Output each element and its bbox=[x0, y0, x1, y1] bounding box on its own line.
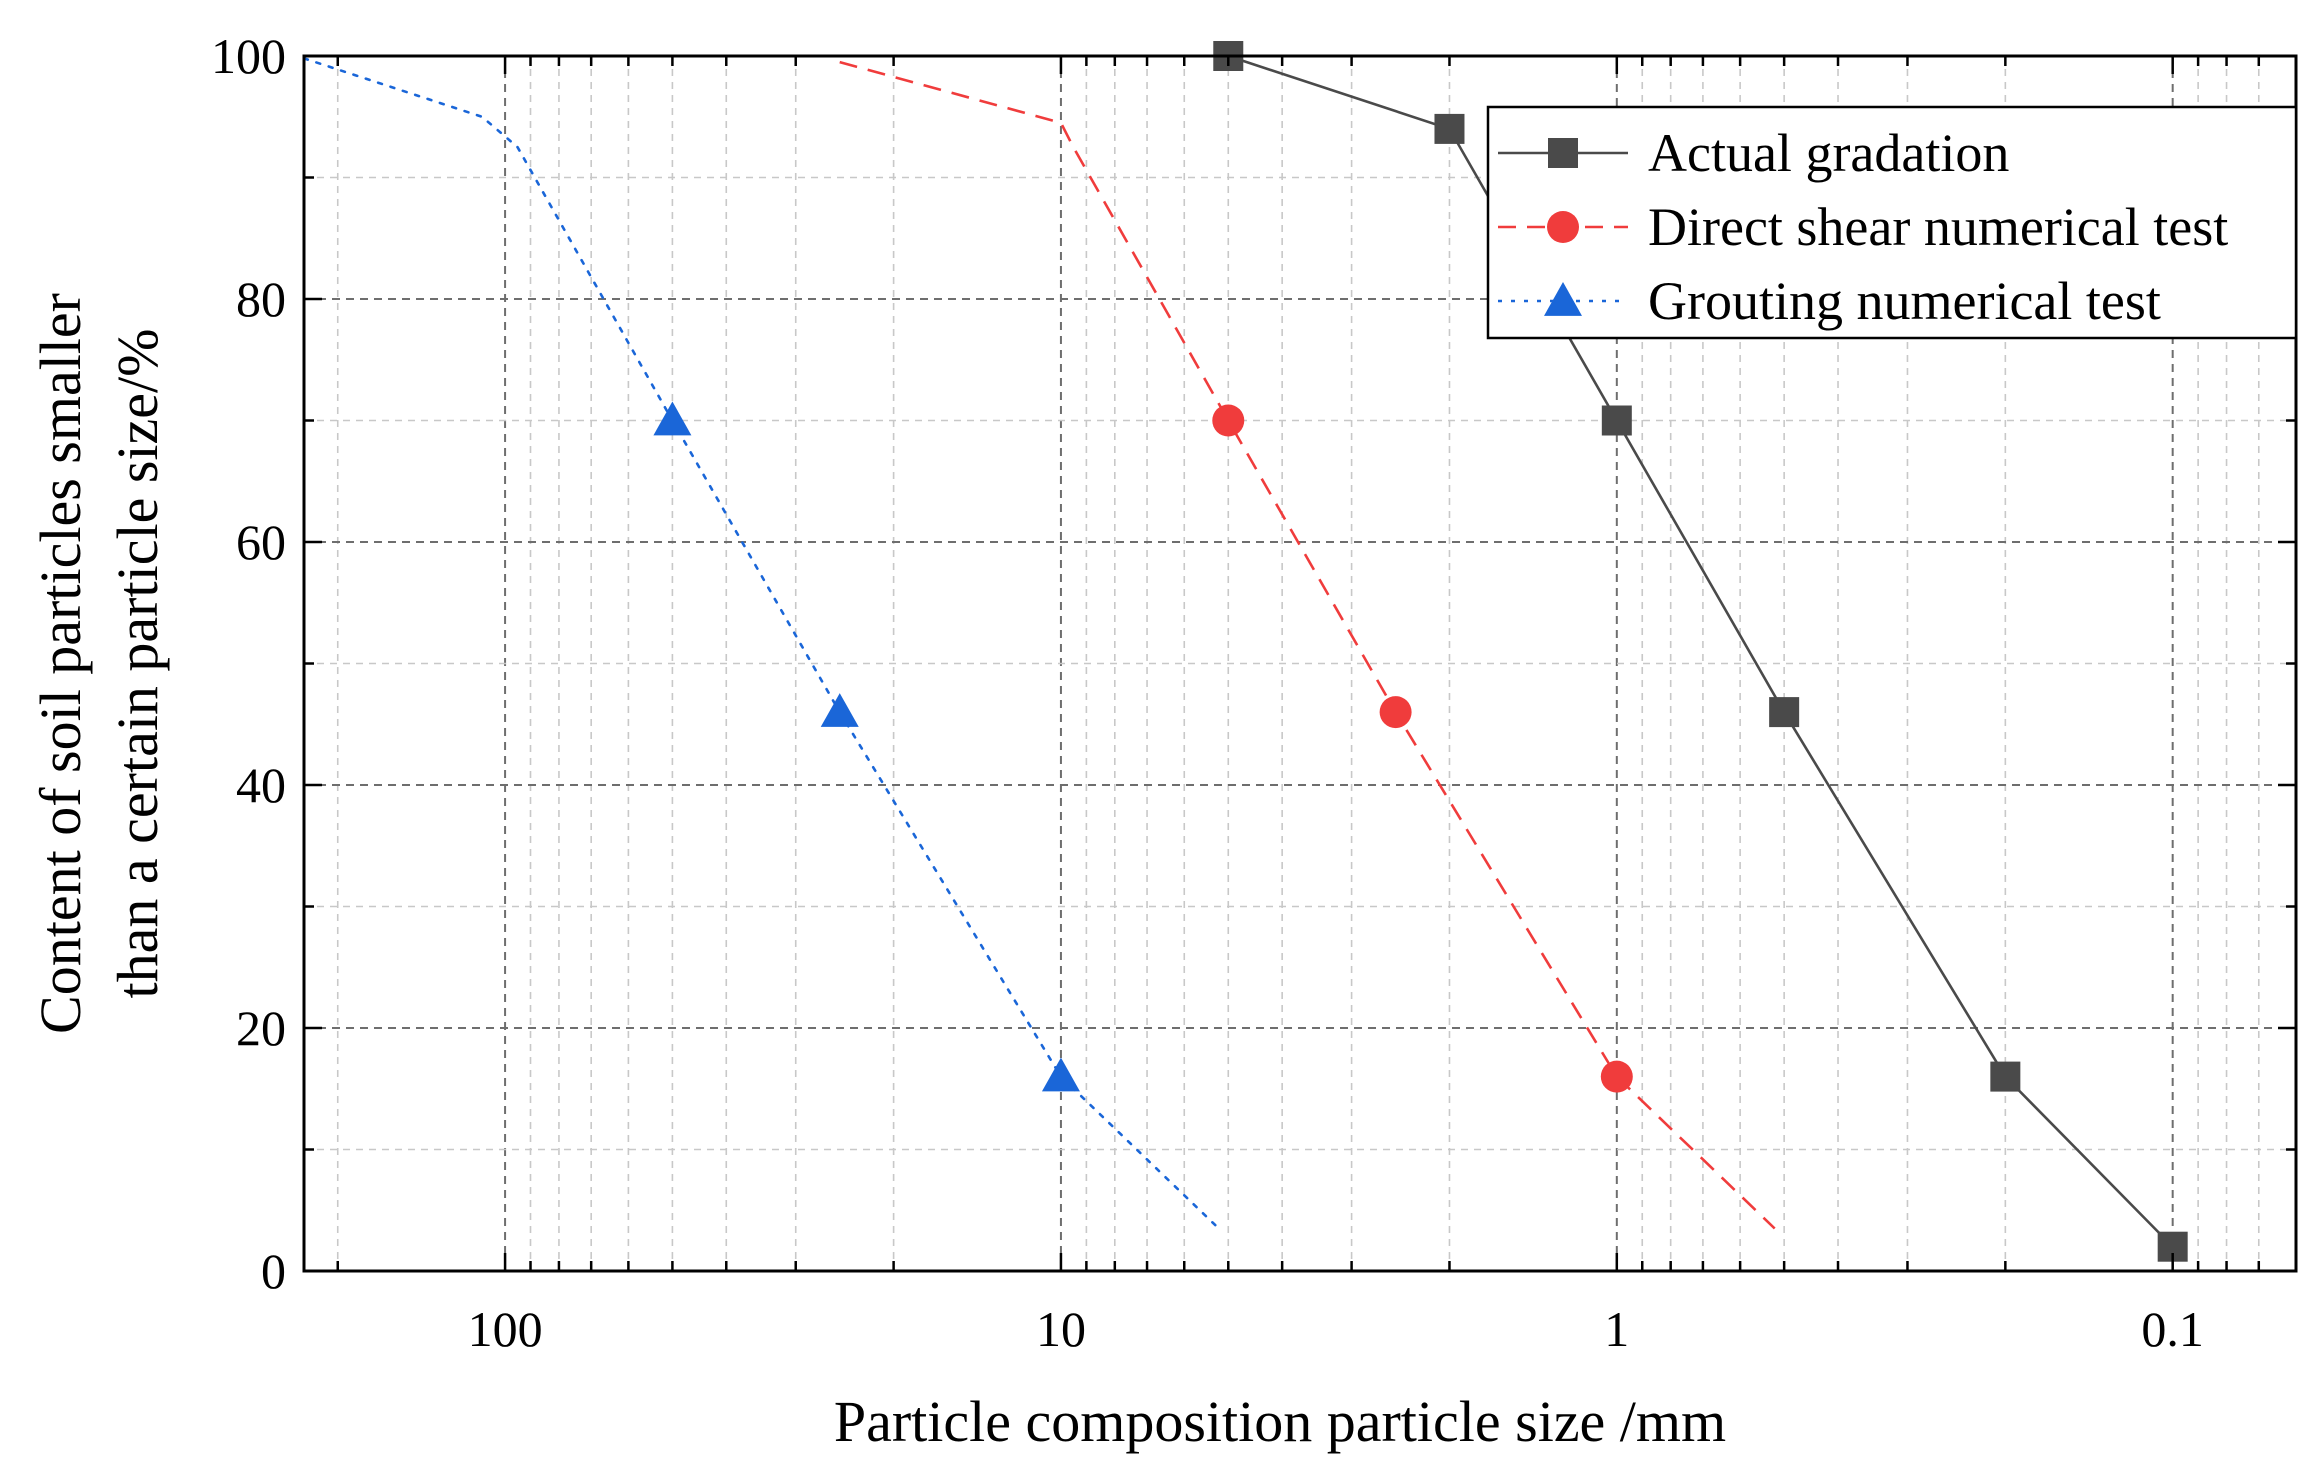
labels-layer: 100 10 1 0.1 0 20 40 60 80 100 Particle compositio… bbox=[28, 28, 2204, 1454]
series-0-point bbox=[1990, 1061, 2021, 1092]
legend-label-1: Direct shear numerical test bbox=[1648, 197, 2228, 257]
series-layer bbox=[302, 41, 2188, 1262]
legend-marker-1 bbox=[1547, 211, 1579, 243]
y-tick-label: 60 bbox=[236, 514, 286, 570]
series-line-0 bbox=[1227, 54, 2174, 1248]
series-1-point bbox=[1212, 404, 1245, 437]
legend: Actual gradation Direct shear numerical t… bbox=[1486, 105, 2298, 340]
y-tick-label: 100 bbox=[211, 28, 286, 84]
series-1-point bbox=[1600, 1060, 1633, 1093]
y-axis-title-line: Content of soil particles smaller bbox=[28, 293, 93, 1034]
series-2-point bbox=[1041, 1057, 1080, 1092]
legend-marker-2 bbox=[1544, 282, 1582, 316]
y-tick-label: 20 bbox=[236, 1000, 286, 1056]
legend-label-2: Grouting numerical test bbox=[1648, 271, 2161, 331]
legend-box bbox=[1486, 105, 2298, 340]
x-tick-label: 0.1 bbox=[2141, 1301, 2204, 1357]
legend-label-0: Actual gradation bbox=[1648, 123, 2009, 183]
series-line-2 bbox=[302, 57, 1221, 1230]
series-2-point bbox=[653, 401, 692, 436]
series-0-point bbox=[1434, 113, 1465, 144]
series-0-point bbox=[1601, 405, 1632, 436]
x-tick-label: 1 bbox=[1604, 1301, 1629, 1357]
y-axis-title: Content of soil particles smaller than a … bbox=[28, 293, 170, 1034]
series-1-point bbox=[1379, 696, 1412, 729]
y-axis-title-line: than a certain particle size/% bbox=[105, 329, 170, 999]
x-tick-label: 10 bbox=[1036, 1301, 1086, 1357]
legend-marker-0 bbox=[1548, 138, 1578, 168]
y-tick-label: 0 bbox=[261, 1243, 286, 1299]
series-0-point bbox=[1769, 697, 1800, 728]
y-tick-label: 80 bbox=[236, 271, 286, 327]
x-axis-title: Particle composition particle size /mm bbox=[834, 1389, 1726, 1454]
x-tick-label: 100 bbox=[468, 1301, 543, 1357]
series-2-point bbox=[820, 693, 859, 727]
y-tick-label: 40 bbox=[236, 757, 286, 813]
